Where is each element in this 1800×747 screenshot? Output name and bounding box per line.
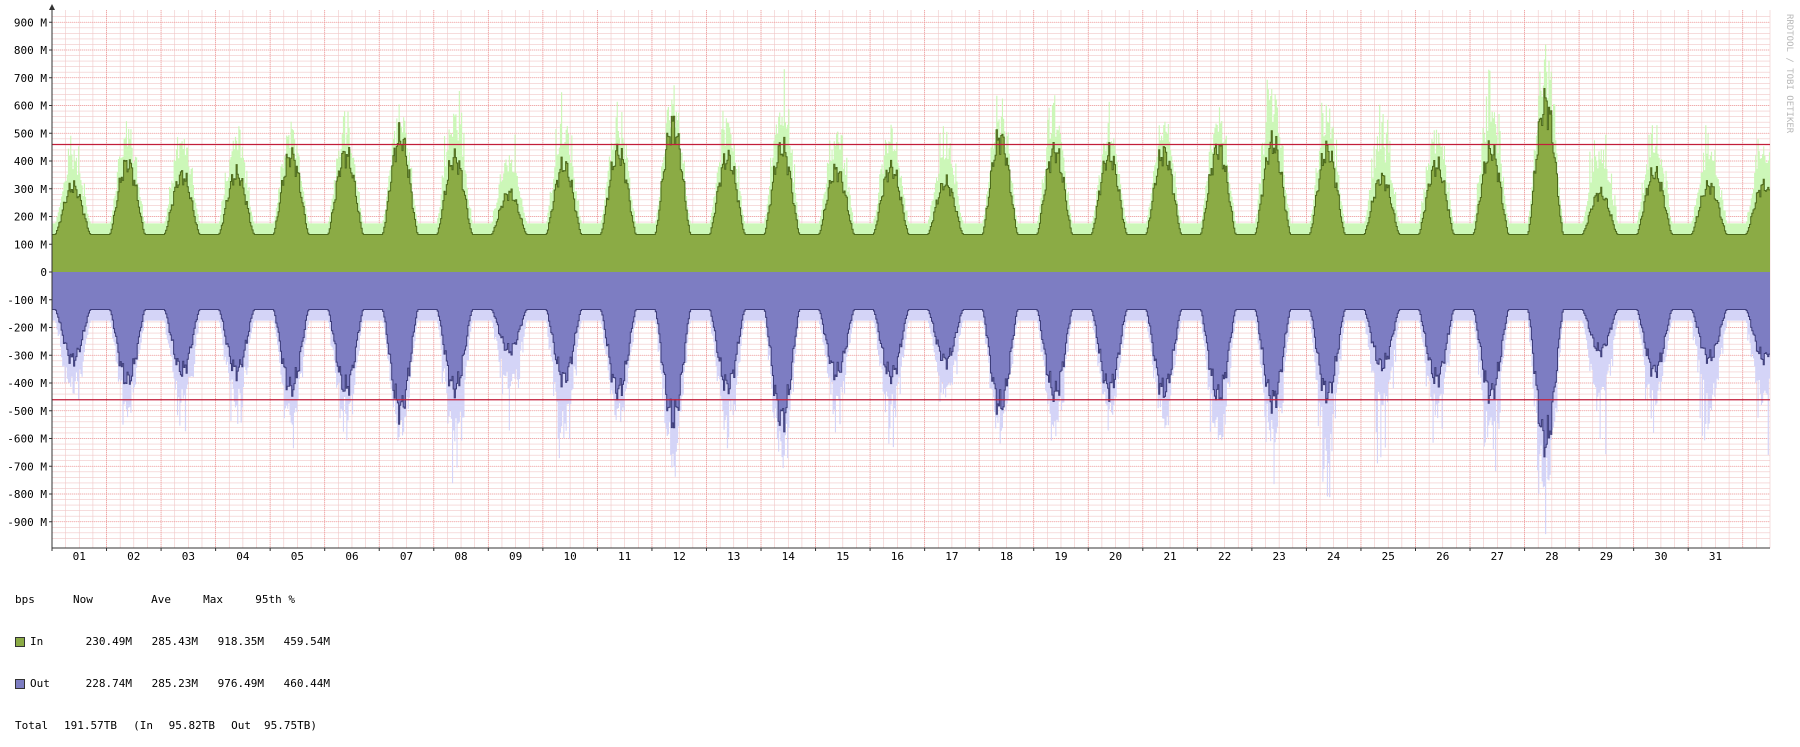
legend-in-p95: 459.54M (283, 635, 330, 648)
x-tick-label: 23 (1273, 550, 1286, 560)
x-tick-label: 02 (127, 550, 140, 560)
y-tick-label: 500 M (14, 127, 47, 140)
x-tick-label: 31 (1709, 550, 1722, 560)
x-tick-label: 20 (1109, 550, 1122, 560)
x-tick-label: 17 (945, 550, 958, 560)
y-tick-label: 0 (40, 266, 47, 279)
legend-header-row: bps Now Ave Max 95th % (15, 593, 330, 607)
y-tick-label: -700 M (7, 460, 47, 473)
legend-in-now: 230.49M (85, 635, 132, 648)
legend-swatch-out (15, 679, 25, 689)
legend-out-ave: 285.23M (151, 677, 198, 690)
legend-col-p95: 95th % (255, 593, 295, 606)
y-tick-label: -500 M (7, 405, 47, 418)
y-axis-arrow (49, 4, 55, 10)
x-tick-label: 11 (618, 550, 631, 560)
x-tick-label: 04 (236, 550, 250, 560)
x-tick-label: 05 (291, 550, 304, 560)
series-layer (52, 44, 1770, 535)
legend-out-p95: 460.44M (283, 677, 330, 690)
y-tick-label: 700 M (14, 72, 47, 85)
y-tick-labels: 900 M 800 M 700 M 600 M 500 M 400 M 300 M 200 M… (7, 16, 52, 529)
legend-row-out: Out 228.74M 285.23M 976.49M 460.44M (15, 677, 330, 691)
legend-col-now: Now (73, 593, 93, 606)
series-in-area (52, 88, 1770, 272)
y-tick-label: 300 M (14, 183, 47, 196)
y-tick-label: -100 M (7, 294, 47, 307)
x-tick-label: 10 (564, 550, 577, 560)
legend-total-in-label: (In (133, 719, 153, 732)
traffic-graph: 900 M 800 M 700 M 600 M 500 M 400 M 300 M 200 M… (7, 4, 1794, 560)
x-tick-label: 06 (345, 550, 358, 560)
legend-col-max: Max (203, 593, 223, 606)
legend-in-ave: 285.43M (151, 635, 198, 648)
y-tick-label: -400 M (7, 377, 47, 390)
series-out-area (52, 272, 1770, 457)
x-tick-label: 07 (400, 550, 413, 560)
x-tick-labels: 01 02 03 04 05 06 07 08 09 10 11 12 13 14 15 16 17 18 19 20… (51, 548, 1722, 560)
legend-in-max: 918.35M (217, 635, 264, 648)
y-tick-label: -800 M (7, 488, 47, 501)
x-tick-label: 18 (1000, 550, 1013, 560)
percentile-95-lines (52, 143, 1770, 401)
x-tick-label: 16 (891, 550, 904, 560)
legend-col-ave: Ave (151, 593, 171, 606)
x-tick-label: 26 (1436, 550, 1449, 560)
series-out-line (52, 309, 1770, 458)
legend-out-max: 976.49M (217, 677, 264, 690)
y-tick-label: -200 M (7, 322, 47, 335)
watermark: RRDTOOL / TOBI OETIKER (1784, 14, 1794, 134)
y-tick-label: 800 M (14, 44, 47, 57)
x-tick-label: 24 (1327, 550, 1341, 560)
y-tick-label: 200 M (14, 211, 47, 224)
x-tick-label: 28 (1545, 550, 1558, 560)
legend-total-value: 191.57TB (64, 719, 117, 732)
x-tick-label: 29 (1600, 550, 1613, 560)
x-tick-label: 08 (454, 550, 467, 560)
x-tick-label: 25 (1382, 550, 1395, 560)
x-tick-label: 19 (1054, 550, 1067, 560)
legend-swatch-in (15, 637, 25, 647)
x-tick-label: 21 (1163, 550, 1176, 560)
x-tick-label: 14 (782, 550, 796, 560)
y-tick-label: -900 M (7, 516, 47, 529)
y-tick-label: 400 M (14, 155, 47, 168)
x-tick-label: 22 (1218, 550, 1231, 560)
legend-total-label: Total (15, 719, 49, 732)
x-tick-label: 15 (836, 550, 849, 560)
legend-total-in-value: 95.82TB (168, 719, 215, 732)
x-tick-label: 27 (1491, 550, 1504, 560)
axes (49, 4, 1770, 549)
legend-out-name: Out (30, 677, 50, 690)
y-tick-label: 100 M (14, 238, 47, 251)
legend: bps Now Ave Max 95th % In 230.49M 285.43… (15, 565, 330, 747)
x-tick-label: 09 (509, 550, 522, 560)
x-tick-label: 13 (727, 550, 740, 560)
legend-row-in: In 230.49M 285.43M 918.35M 459.54M (15, 635, 330, 649)
legend-total-out-value: 95.75TB) (264, 719, 317, 732)
x-tick-label: 03 (182, 550, 195, 560)
y-tick-label: 600 M (14, 100, 47, 113)
legend-row-total: Total 191.57TB (In 95.82TB Out 95.75TB) (15, 719, 330, 733)
series-in-line (52, 88, 1770, 235)
series-out-max-area (52, 272, 1770, 535)
legend-total-out-label: Out (231, 719, 251, 732)
x-tick-label: 12 (673, 550, 686, 560)
y-tick-label: -300 M (7, 349, 47, 362)
x-tick-label: 30 (1654, 550, 1667, 560)
legend-in-name: In (30, 635, 44, 648)
y-tick-label: 900 M (14, 16, 47, 29)
x-tick-label: 01 (73, 550, 86, 560)
y-tick-label: -600 M (7, 433, 47, 446)
legend-unit: bps (15, 593, 35, 606)
legend-out-now: 228.74M (85, 677, 132, 690)
